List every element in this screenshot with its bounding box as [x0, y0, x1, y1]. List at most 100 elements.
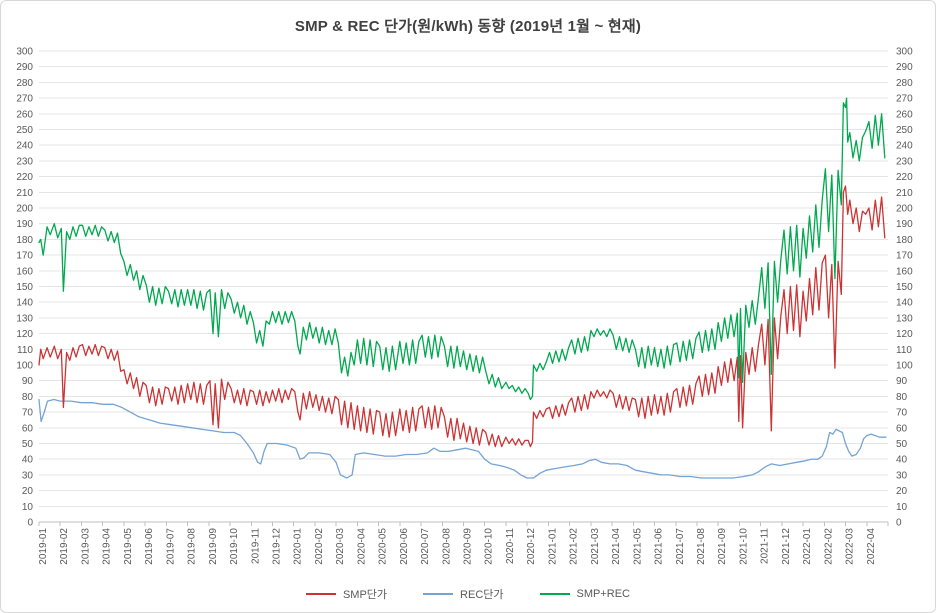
y-axis-tick-right: 100 — [896, 361, 913, 372]
y-axis-tick-left: 160 — [16, 266, 33, 277]
x-axis-tick: 2021-04 — [611, 528, 622, 565]
x-axis-tick: 2019-10 — [229, 528, 240, 565]
y-axis-tick-right: 90 — [896, 376, 908, 387]
x-axis-tick: 2020-09 — [463, 528, 474, 565]
y-axis-tick-left: 270 — [16, 94, 33, 105]
y-axis-tick-left: 50 — [22, 439, 34, 450]
x-axis-tick: 2020-04 — [356, 528, 367, 565]
y-axis-tick-right: 260 — [896, 109, 913, 120]
y-axis-tick-right: 120 — [896, 329, 913, 340]
y-axis-tick-left: 150 — [16, 282, 33, 293]
x-axis-tick: 2020-02 — [314, 528, 325, 565]
y-axis-tick-right: 110 — [896, 345, 912, 356]
y-axis-tick-right: 160 — [896, 266, 913, 277]
x-axis-tick: 2020-07 — [420, 528, 431, 565]
y-axis-tick-right: 10 — [896, 502, 908, 513]
x-axis-tick: 2021-10 — [738, 528, 749, 565]
x-axis-tick: 2020-10 — [484, 528, 495, 565]
x-axis-tick: 2021-07 — [675, 528, 686, 565]
x-axis-tick: 2019-08 — [187, 528, 198, 565]
x-axis-tick: 2020-03 — [335, 528, 346, 565]
legend-label-smp: SMP단가 — [342, 589, 388, 601]
x-axis-tick: 2021-05 — [632, 528, 643, 565]
y-axis-tick-right: 270 — [896, 94, 913, 105]
x-axis-tick: 2021-02 — [569, 528, 580, 565]
legend-label-rec: REC단가 — [460, 589, 504, 601]
y-axis-tick-left: 130 — [16, 313, 33, 324]
x-axis-tick: 2020-12 — [526, 528, 537, 565]
y-axis-tick-right: 150 — [896, 282, 913, 293]
y-axis-tick-right: 60 — [896, 423, 908, 434]
y-axis-tick-left: 120 — [16, 329, 33, 340]
total-series-line — [38, 97, 886, 401]
y-axis-tick-right: 70 — [896, 408, 908, 419]
x-axis-tick: 2019-11 — [250, 528, 261, 564]
x-axis-tick: 2021-08 — [696, 528, 707, 565]
x-axis-tick: 2021-11 — [760, 528, 771, 564]
y-axis-tick-right: 200 — [896, 204, 913, 215]
x-axis-tick: 2020-08 — [441, 528, 452, 565]
total-line-swatch-icon — [539, 593, 570, 595]
x-axis-tick: 2020-06 — [399, 528, 410, 565]
y-axis-tick-right: 230 — [896, 156, 913, 167]
legend-item-total: SMP+REC — [539, 588, 631, 600]
x-axis-tick: 2021-09 — [717, 528, 728, 565]
y-axis-tick-left: 170 — [16, 251, 33, 262]
y-axis-tick-right: 40 — [896, 455, 908, 466]
smp-series-line — [38, 185, 886, 448]
x-axis-tick: 2019-07 — [165, 528, 176, 565]
y-axis-tick-left: 80 — [22, 392, 34, 403]
y-axis-tick-right: 220 — [896, 172, 913, 183]
smp-line-swatch-icon — [305, 593, 336, 595]
x-axis-tick: 2020-11 — [505, 528, 516, 564]
y-axis-tick-left: 280 — [16, 78, 33, 89]
y-axis-tick-right: 240 — [896, 141, 913, 152]
y-axis-tick-right: 180 — [896, 235, 913, 246]
y-axis-tick-right: 250 — [896, 125, 913, 136]
y-axis-tick-right: 190 — [896, 219, 913, 230]
y-axis-tick-right: 30 — [896, 470, 908, 481]
y-axis-tick-left: 100 — [16, 361, 33, 372]
legend-item-rec: REC단가 — [423, 586, 504, 602]
x-axis-tick: 2019-04 — [102, 528, 113, 565]
y-axis-tick-left: 260 — [16, 109, 33, 120]
x-axis-tick: 2019-12 — [271, 528, 282, 565]
y-axis-tick-right: 290 — [896, 62, 913, 73]
y-axis-tick-left: 220 — [16, 172, 33, 183]
x-axis-tick: 2020-05 — [378, 528, 389, 565]
y-axis-tick-right: 0 — [896, 518, 902, 529]
y-axis-tick-left: 200 — [16, 204, 33, 215]
y-axis-tick-right: 140 — [896, 298, 913, 309]
y-axis-tick-right: 210 — [896, 188, 913, 199]
x-axis-tick: 2019-09 — [208, 528, 219, 565]
chart-legend: SMP단가 REC단가 SMP+REC — [1, 586, 935, 602]
y-axis-tick-left: 30 — [22, 470, 34, 481]
x-axis-tick: 2019-06 — [144, 528, 155, 565]
y-axis-tick-right: 170 — [896, 251, 913, 262]
y-axis-tick-right: 20 — [896, 486, 908, 497]
x-axis-tick: 2021-06 — [654, 528, 665, 565]
x-axis-tick: 2019-02 — [59, 528, 70, 565]
y-axis-tick-left: 110 — [17, 345, 33, 356]
y-axis-tick-right: 130 — [896, 313, 913, 324]
y-axis-tick-left: 90 — [22, 376, 34, 387]
y-axis-tick-left: 250 — [16, 125, 33, 136]
y-axis-tick-right: 80 — [896, 392, 908, 403]
y-axis-tick-left: 10 — [22, 502, 34, 513]
x-axis-tick: 2020-01 — [293, 528, 304, 565]
rec-line-swatch-icon — [423, 593, 454, 595]
x-axis-tick: 2022-03 — [845, 528, 856, 565]
chart-title: SMP & REC 단가(원/kWh) 동향 (2019년 1월 ~ 현재) — [294, 18, 642, 35]
y-axis-tick-left: 290 — [16, 62, 33, 73]
legend-label-total: SMP+REC — [576, 588, 631, 600]
rec-series-line — [38, 398, 887, 479]
x-axis-tick: 2021-12 — [781, 528, 792, 565]
x-axis-tick: 2022-02 — [823, 528, 834, 565]
y-axis-tick-left: 140 — [16, 298, 33, 309]
y-axis-tick-right: 300 — [896, 47, 913, 58]
y-axis-tick-left: 230 — [16, 156, 33, 167]
y-axis-tick-left: 20 — [22, 486, 34, 497]
y-axis-tick-left: 300 — [16, 47, 33, 58]
